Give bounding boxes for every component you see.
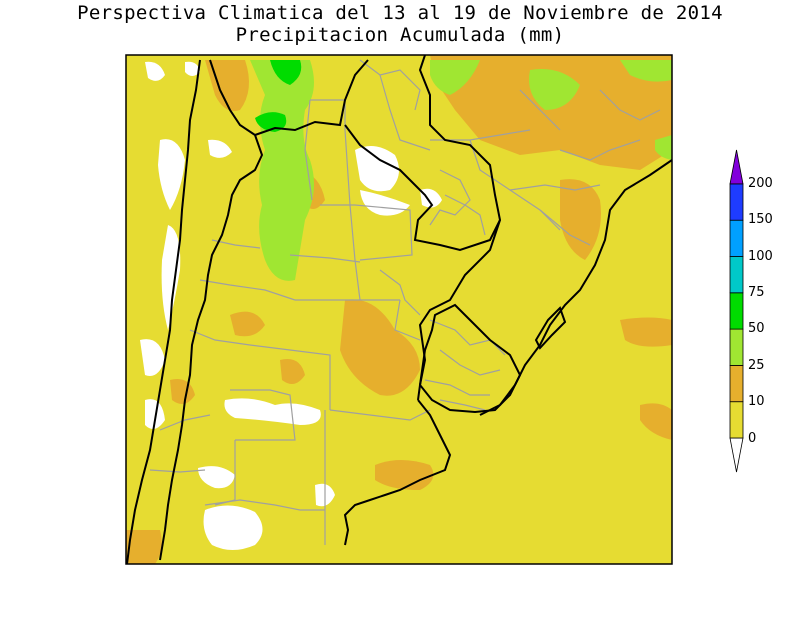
legend-label-25: 25 <box>748 358 765 373</box>
legend-swatch-150 <box>729 183 744 221</box>
legend-below-triangle <box>729 437 744 473</box>
precip-10-25-regions <box>126 55 672 564</box>
legend-label-75: 75 <box>748 285 765 300</box>
legend-label-150: 150 <box>748 212 773 227</box>
legend-labels: 0 10 25 50 75 100 150 200 <box>748 176 773 446</box>
map-title-line2: Precipitacion Acumulada (mm) <box>235 24 565 46</box>
legend-label-50: 50 <box>748 321 765 336</box>
legend-swatch-10 <box>729 364 744 403</box>
province-boundaries <box>149 59 661 545</box>
legend-above-triangle <box>729 149 744 185</box>
map-title-line1: Perspectiva Climatica del 13 al 19 de No… <box>77 2 723 24</box>
no-precip-regions <box>140 61 442 550</box>
legend-swatch-50 <box>729 292 744 330</box>
map-frame <box>125 54 673 565</box>
legend-label-10: 10 <box>748 394 765 409</box>
legend-swatch-25 <box>729 328 744 366</box>
precip-50-75-regions <box>255 60 302 132</box>
legend-label-200: 200 <box>748 176 773 191</box>
national-borders <box>126 55 672 564</box>
legend-swatch-100 <box>729 219 744 257</box>
legend-color-bar <box>729 149 744 473</box>
legend-swatch-0 <box>729 401 744 439</box>
legend-label-0: 0 <box>748 431 756 446</box>
legend-label-100: 100 <box>748 249 773 264</box>
legend-swatch-75 <box>729 256 744 294</box>
